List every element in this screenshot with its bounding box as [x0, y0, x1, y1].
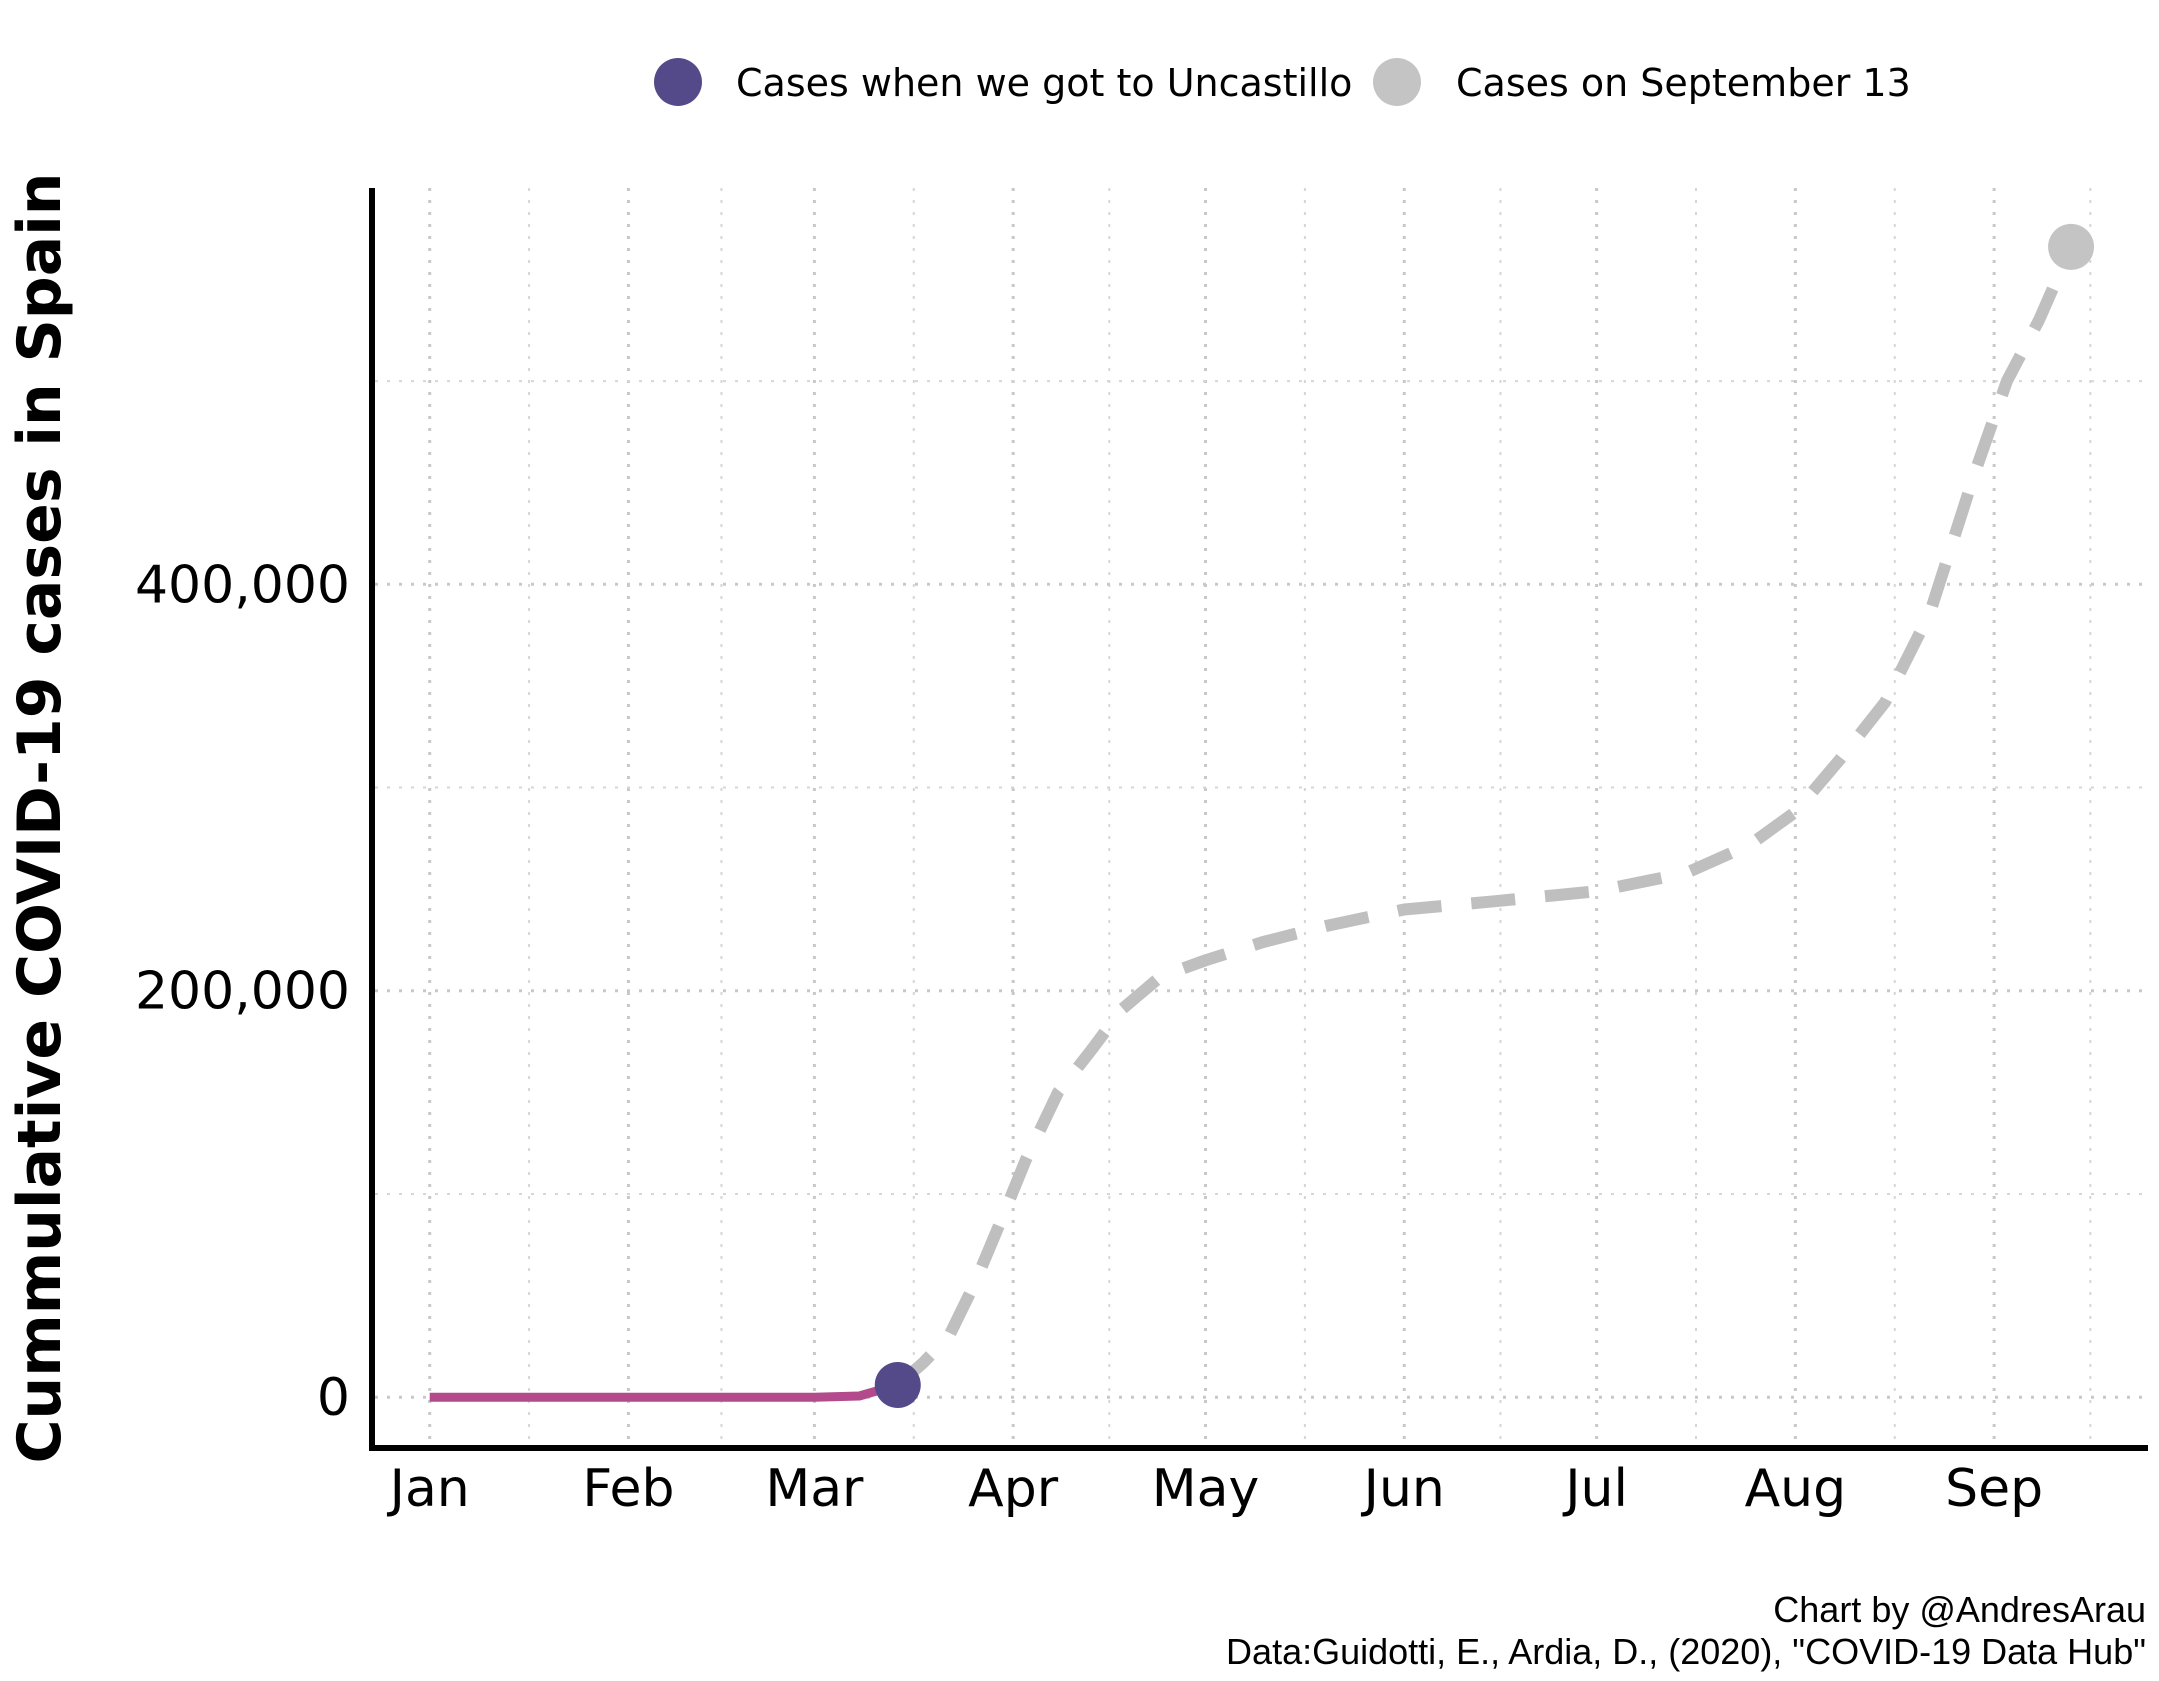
highlight-points: [874, 223, 2095, 1408]
grid: [375, 188, 2148, 1445]
caption-source: Data:Guidotti, E., Ardia, D., (2020), "C…: [1226, 1631, 2146, 1672]
legend-label-uncastillo: Cases when we got to Uncastillo: [736, 61, 1352, 105]
series: [429, 244, 2077, 1402]
x-tick-label: Feb: [582, 1459, 674, 1519]
caption: Chart by @AndresArau Data:Guidotti, E., …: [1226, 1589, 2146, 1672]
legend-label-september: Cases on September 13: [1456, 61, 1911, 105]
point-september-13: [2048, 223, 2095, 270]
series-line-dashed: [893, 244, 2077, 1390]
x-tick-label: Mar: [765, 1459, 864, 1519]
legend-marker-uncastillo: [654, 58, 702, 106]
y-tick-label: 0: [317, 1368, 350, 1428]
legend: Cases when we got to Uncastillo Cases on…: [654, 58, 1911, 106]
caption-credit: Chart by @AndresArau: [1773, 1589, 2146, 1630]
axes: [369, 188, 2148, 1451]
x-tick-label: Jun: [1361, 1459, 1445, 1519]
x-tick-label: Jul: [1562, 1459, 1628, 1519]
x-tick-labels: Jan Feb Mar Apr May Jun Jul Aug Sep: [387, 1459, 2044, 1519]
y-axis-label: Cummulative COVID-19 cases in Spain: [5, 172, 75, 1463]
y-tick-label: 200,000: [135, 962, 350, 1022]
x-tick-label: Apr: [968, 1459, 1059, 1519]
y-tick-label: 400,000: [135, 555, 350, 615]
x-tick-label: Jan: [387, 1459, 470, 1519]
series-line-solid: [429, 1380, 899, 1402]
legend-marker-september: [1373, 58, 1421, 106]
y-tick-labels: 0 200,000 400,000: [135, 555, 350, 1428]
point-uncastillo: [874, 1362, 921, 1408]
x-tick-label: Aug: [1745, 1459, 1847, 1519]
x-tick-label: May: [1152, 1459, 1260, 1519]
x-tick-label: Sep: [1945, 1459, 2043, 1519]
